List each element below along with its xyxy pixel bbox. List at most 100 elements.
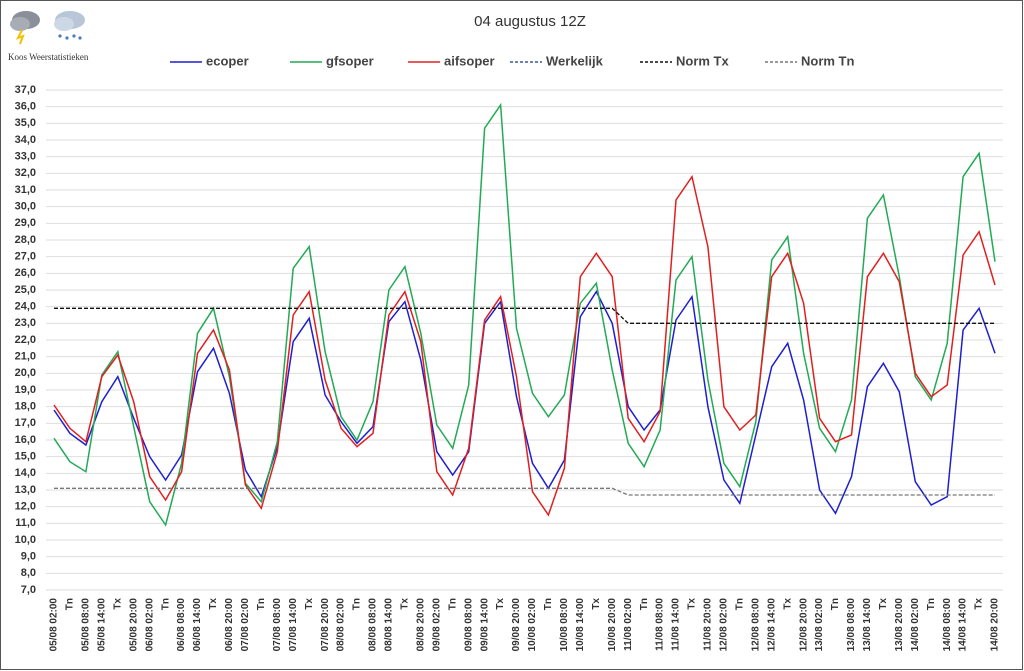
x-tick-label: Tn <box>734 598 745 610</box>
brand: Koos Weerstatistieken <box>8 52 89 62</box>
y-tick-label: 37,0 <box>15 84 36 96</box>
y-tick-label: 16,0 <box>15 434 36 446</box>
y-tick-label: 36,0 <box>15 101 36 113</box>
x-tick-label: Tn <box>830 598 841 610</box>
x-tick-label: 12/08 08:00 <box>750 598 761 652</box>
x-tick-label: Tx <box>974 598 985 610</box>
x-tick-label: Tx <box>208 598 219 610</box>
x-tick-label: Tx <box>495 598 506 610</box>
y-tick-label: 21,0 <box>15 351 36 363</box>
x-tick-label: 12/08 20:00 <box>798 598 809 652</box>
x-tick-label: 05/08 02:00 <box>49 598 60 652</box>
y-tick-label: 8,0 <box>21 567 36 579</box>
x-tick-label: 13/08 08:00 <box>846 598 857 652</box>
x-tick-label: 14/08 02:00 <box>910 598 921 652</box>
series-line <box>54 487 995 496</box>
x-tick-label: Tx <box>782 598 793 610</box>
x-tick-label: 07/08 14:00 <box>288 598 299 652</box>
legend-label: gfsoper <box>326 53 374 68</box>
x-tick-label: 07/08 20:00 <box>320 598 331 652</box>
y-tick-label: 32,0 <box>15 167 36 179</box>
y-tick-label: 28,0 <box>15 234 36 246</box>
x-tick-label: 14/08 08:00 <box>942 598 953 652</box>
y-tick-label: 18,0 <box>15 401 36 413</box>
x-tick-label: 12/08 02:00 <box>719 598 730 652</box>
y-tick-label: 24,0 <box>15 301 36 313</box>
x-tick-label: 13/08 20:00 <box>894 598 905 652</box>
x-tick-label: Tn <box>926 598 937 610</box>
x-tick-label: 09/08 02:00 <box>431 598 442 652</box>
x-tick-label: Tn <box>160 598 171 610</box>
x-tick-label: 11/08 14:00 <box>671 598 682 651</box>
x-tick-label: 14/08 20:00 <box>990 598 1001 652</box>
y-tick-label: 7,0 <box>21 584 36 596</box>
x-tick-label: 13/08 14:00 <box>862 598 873 652</box>
legend-label: Norm Tx <box>676 53 730 68</box>
x-tick-label: Tx <box>304 598 315 610</box>
y-tick-label: 25,0 <box>15 284 36 296</box>
x-tick-label: Tn <box>447 598 458 610</box>
x-tick-label: Tx <box>878 598 889 610</box>
y-tick-label: 17,0 <box>15 417 36 429</box>
x-tick-label: 07/08 02:00 <box>240 598 251 652</box>
y-tick-label: 12,0 <box>15 501 36 513</box>
x-tick-label: 10/08 02:00 <box>527 598 538 652</box>
x-tick-label: 10/08 14:00 <box>575 598 586 652</box>
legend-label: ecoper <box>206 53 249 68</box>
y-tick-label: 13,0 <box>15 484 36 496</box>
y-tick-label: 23,0 <box>15 317 36 329</box>
x-tick-label: 08/08 14:00 <box>384 598 395 652</box>
x-tick-label: 08/08 02:00 <box>336 598 347 652</box>
x-tick-label: 10/08 20:00 <box>607 598 618 652</box>
y-tick-label: 22,0 <box>15 334 36 346</box>
x-tick-label: 06/08 08:00 <box>176 598 187 652</box>
legend-label: aifsoper <box>444 53 495 68</box>
x-tick-label: 06/08 02:00 <box>144 598 155 652</box>
x-tick-label: 12/08 14:00 <box>766 598 777 652</box>
legend-label: Werkelijk <box>546 53 604 68</box>
x-tick-label: 09/08 14:00 <box>479 598 490 652</box>
x-tick-label: 08/08 08:00 <box>368 598 379 652</box>
legend-label: Norm Tn <box>801 53 855 68</box>
y-tick-label: 9,0 <box>21 551 36 563</box>
y-tick-label: 26,0 <box>15 267 36 279</box>
y-tick-label: 31,0 <box>15 184 36 196</box>
x-tick-label: 14/08 14:00 <box>958 598 969 652</box>
series-line <box>53 174 996 517</box>
x-tick-label: 11/08 02:00 <box>623 598 634 651</box>
x-tick-label: Tn <box>256 598 267 610</box>
x-tick-label: Tx <box>591 598 602 610</box>
x-tick-label: 05/08 14:00 <box>96 598 107 652</box>
y-tick-label: 29,0 <box>15 217 36 229</box>
x-tick-label: 11/08 20:00 <box>703 598 714 651</box>
y-tick-label: 14,0 <box>15 467 36 479</box>
x-tick-label: 07/08 08:00 <box>272 598 283 652</box>
x-tick-label: 05/08 08:00 <box>81 598 92 652</box>
x-tick-label: 08/08 20:00 <box>415 598 426 652</box>
logo <box>10 11 85 45</box>
x-tick-label: 06/08 14:00 <box>192 598 203 652</box>
x-tick-label: Tx <box>687 598 698 610</box>
chart-title: 04 augustus 12Z <box>474 13 586 30</box>
y-tick-label: 27,0 <box>15 251 36 263</box>
x-tick-label: 10/08 08:00 <box>559 598 570 652</box>
x-tick-label: Tx <box>112 598 123 610</box>
x-tick-label: 13/08 02:00 <box>814 598 825 652</box>
x-tick-label: Tn <box>639 598 650 610</box>
y-tick-label: 35,0 <box>15 117 36 129</box>
y-tick-label: 33,0 <box>15 151 36 163</box>
y-tick-label: 30,0 <box>15 201 36 213</box>
series-line <box>54 307 995 324</box>
x-tick-label: Tn <box>352 598 363 610</box>
x-tick-label: Tn <box>65 598 76 610</box>
y-tick-label: 34,0 <box>15 134 36 146</box>
x-tick-label: 11/08 08:00 <box>655 598 666 651</box>
x-tick-label: 09/08 08:00 <box>463 598 474 652</box>
x-tick-label: Tx <box>400 598 411 610</box>
y-tick-label: 10,0 <box>15 534 36 546</box>
y-tick-label: 20,0 <box>15 367 36 379</box>
y-tick-label: 11,0 <box>15 517 36 529</box>
x-tick-label: 06/08 20:00 <box>224 598 235 652</box>
